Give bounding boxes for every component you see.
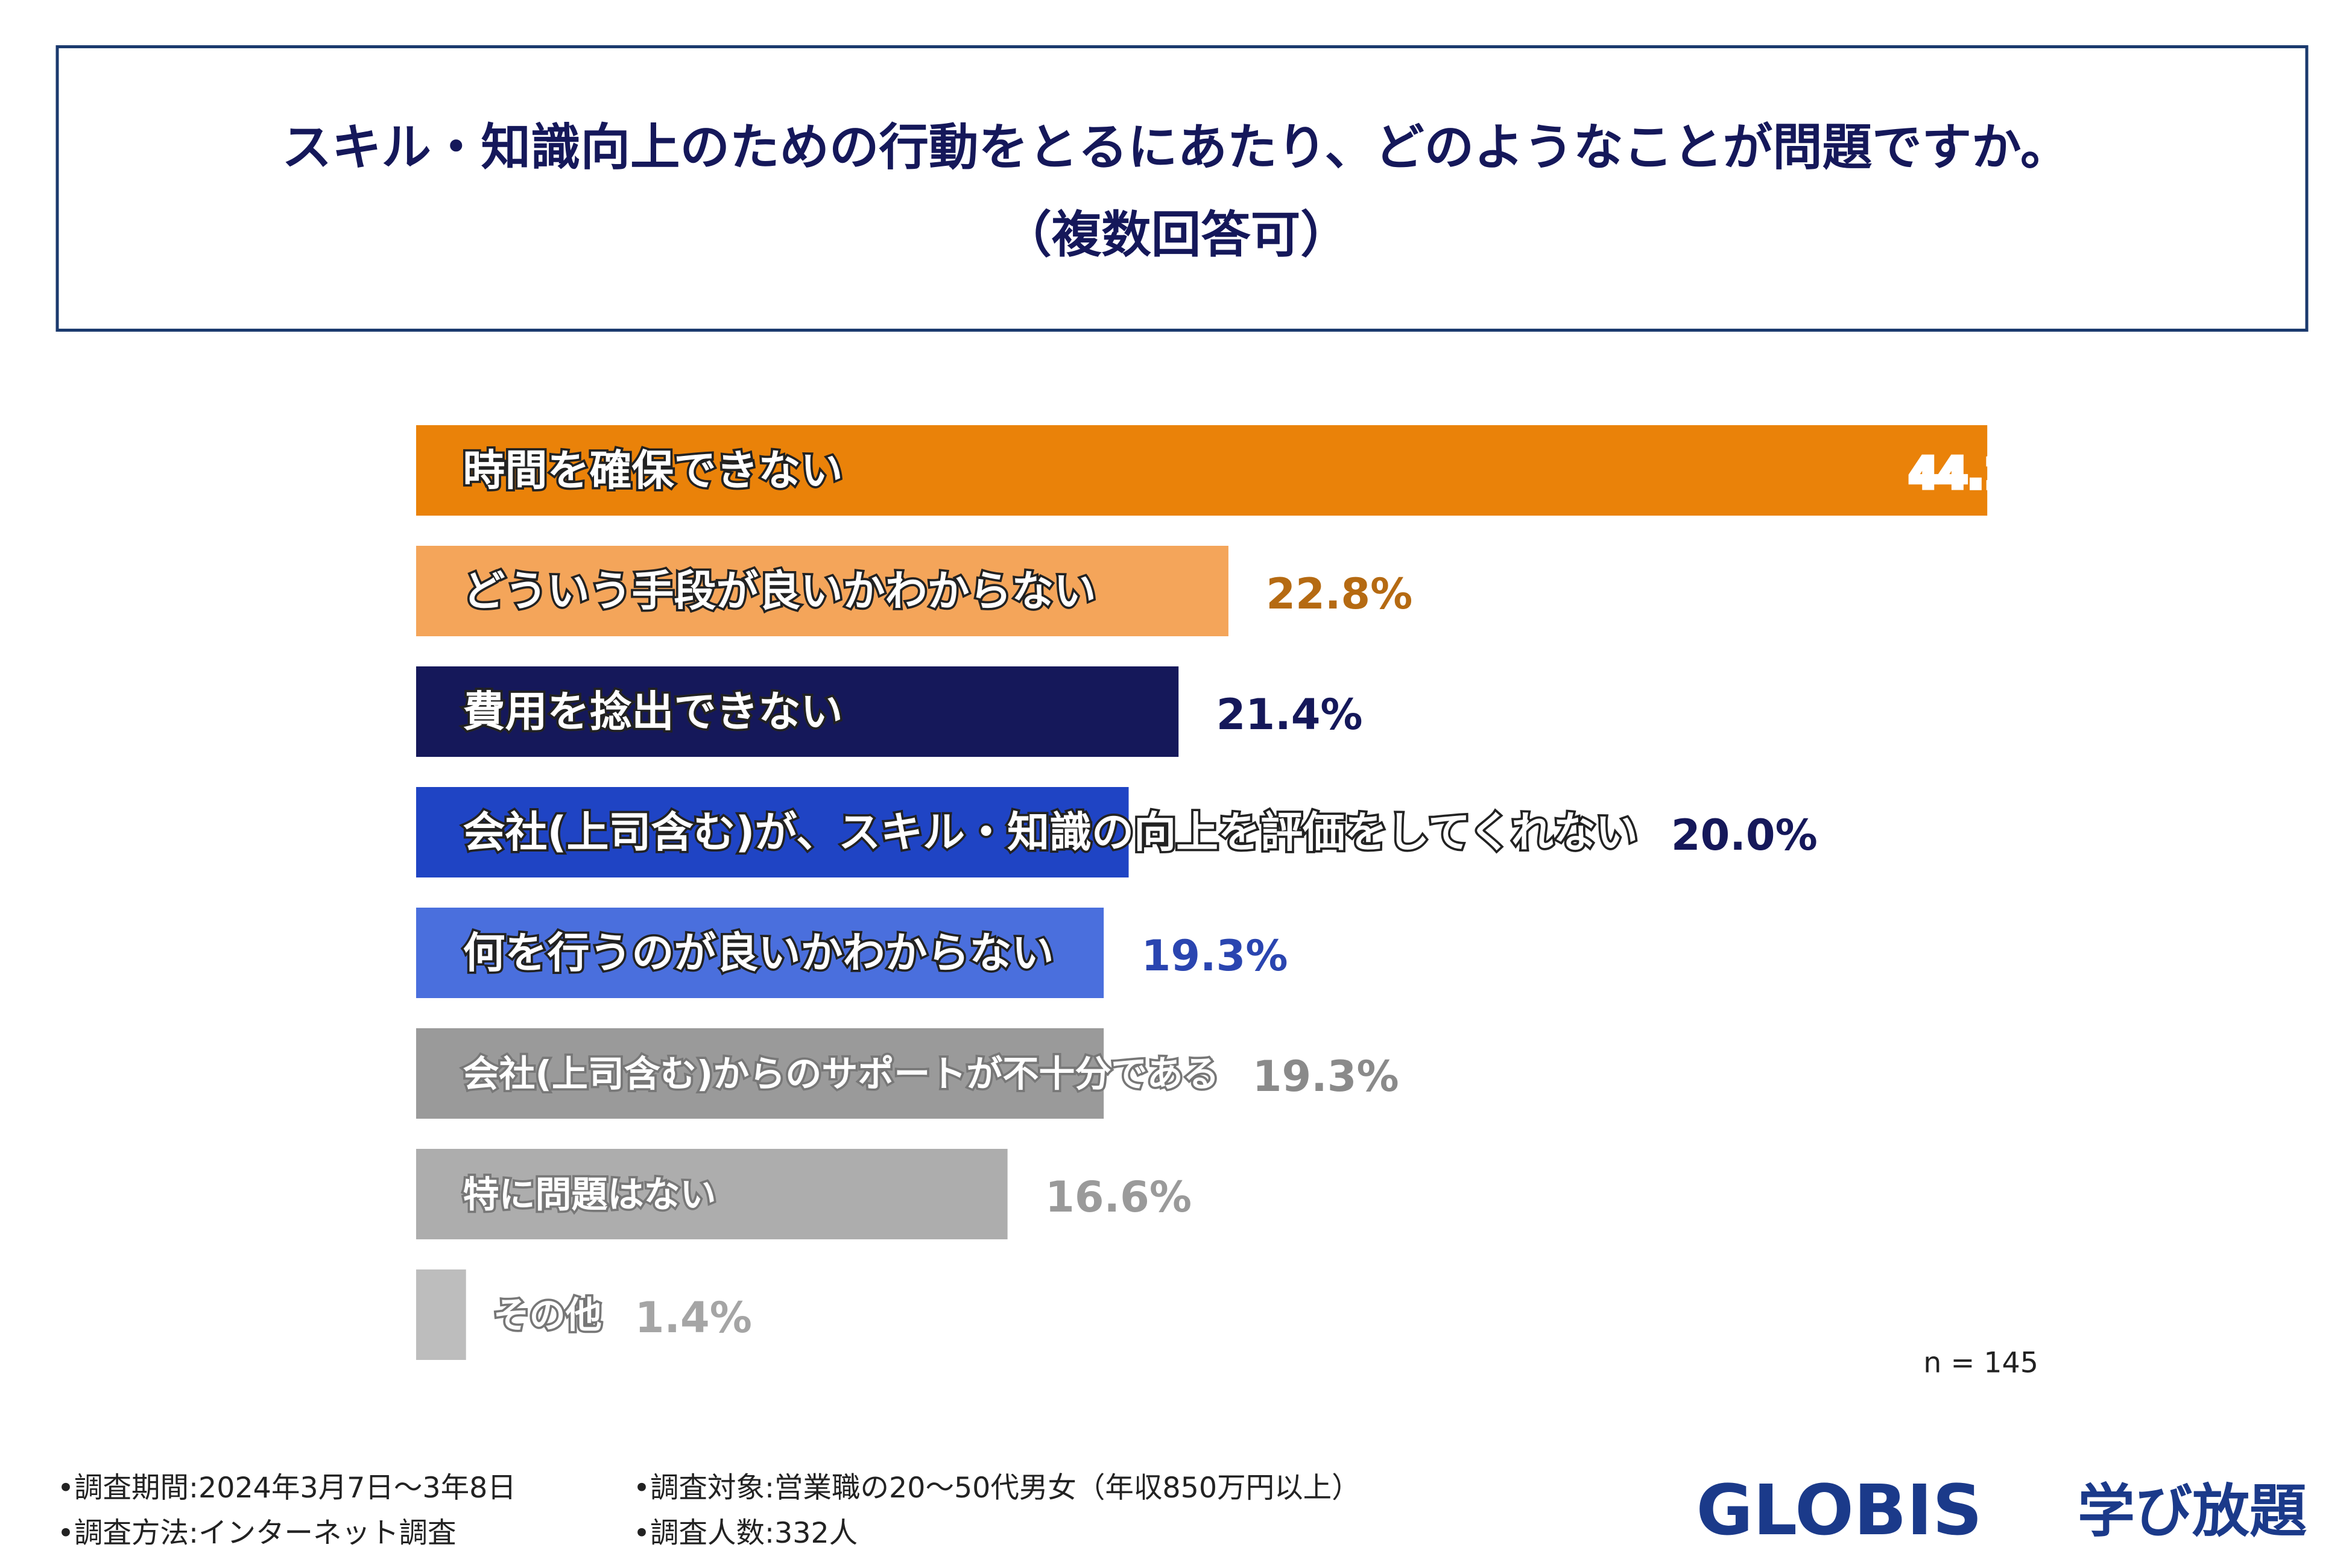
category-label: 時間を確保できない (463, 446, 843, 495)
value-label: 16.6% (1045, 1172, 1192, 1222)
bar (416, 787, 1129, 877)
logo: GLOBIS (1696, 1470, 1983, 1551)
bar (416, 1149, 1008, 1239)
bar (416, 908, 1104, 998)
category-label: その他 (493, 1295, 602, 1337)
chart-title: スキル・知識向上のための行動をとるにあたり、どのようなことが問題ですか。 (282, 118, 2070, 176)
category-label: 特に問題はない (463, 1174, 716, 1216)
title-box (55, 45, 2309, 332)
bar (416, 1269, 466, 1360)
footer-item: •調査方法:インターネット調査 (57, 1517, 457, 1550)
value-label: 1.4% (635, 1293, 752, 1342)
category-label: どういう手段が良いかわからない (463, 566, 1096, 616)
footer-item: •調査期間:2024年3月7日～3年8日 (57, 1472, 516, 1505)
value-label: 20.0% (1671, 811, 1818, 860)
category-label: 何を行うのが良いかわからない (463, 928, 1054, 978)
value-label: 19.3% (1253, 1052, 1399, 1101)
value-label: 22.8% (1266, 569, 1412, 619)
logo-sub: 学び放題 (2078, 1478, 2307, 1544)
bar (416, 1028, 1104, 1119)
value-label: 44.1% (1909, 449, 2055, 498)
category-label: 費用を捻出できない (463, 687, 843, 736)
bar (416, 546, 1228, 636)
footer-item: •調査人数:332人 (633, 1517, 858, 1550)
bar (416, 666, 1179, 757)
bar (416, 425, 1988, 516)
category-label: 会社(上司含む)からのサポートが不十分である (463, 1054, 1219, 1096)
chart-subtitle: （複数回答可） (1002, 206, 1350, 264)
value-label: 19.3% (1142, 931, 1288, 981)
footer-item: •調査対象:営業職の20～50代男女（年収850万円以上） (633, 1472, 1361, 1505)
sample-note: n = 145 (1923, 1347, 2038, 1380)
value-label: 21.4% (1216, 690, 1363, 739)
category-label: 会社(上司含む)が、スキル・知識の向上を評価をしてくれない (463, 808, 1638, 857)
